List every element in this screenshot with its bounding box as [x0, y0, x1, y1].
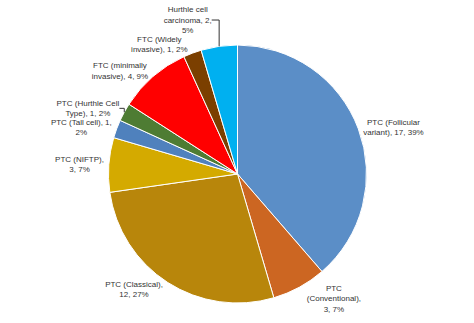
svg-text:PTC (Tall cell), 1,2%: PTC (Tall cell), 1,2%	[51, 118, 112, 137]
svg-text:FTC (minimallyinvasive), 4, 9%: FTC (minimallyinvasive), 4, 9%	[92, 61, 148, 80]
svg-text:PTC (Follicularvariant), 17, 3: PTC (Follicularvariant), 17, 39%	[363, 118, 423, 137]
svg-text:FTC (Widelyinvasive), 1, 2%: FTC (Widelyinvasive), 1, 2%	[131, 35, 187, 54]
svg-text:PTC(Conventional),3, 7%: PTC(Conventional),3, 7%	[307, 284, 361, 314]
svg-text:Hurthle cellcarcinoma, 2,5%: Hurthle cellcarcinoma, 2,5%	[164, 5, 212, 35]
svg-text:PTC (NIFTP),3, 7%: PTC (NIFTP),3, 7%	[55, 155, 104, 174]
svg-text:PTC (Hurthle CellType), 1, 2%: PTC (Hurthle CellType), 1, 2%	[57, 99, 120, 118]
svg-text:PTC (Classical),12, 27%: PTC (Classical),12, 27%	[105, 280, 163, 299]
